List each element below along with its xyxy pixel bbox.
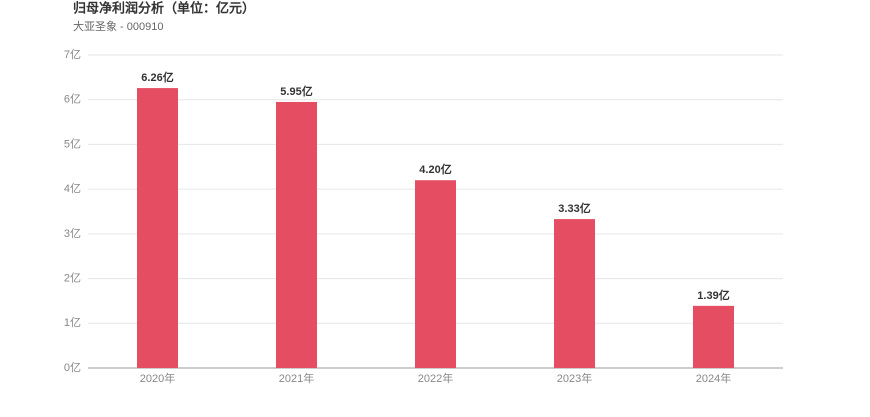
bar: [693, 305, 734, 368]
y-tick-label: 5亿: [64, 137, 81, 150]
chart-subtitle: 大亚圣象 - 000910: [73, 19, 163, 33]
x-tick-label: 2022年: [418, 371, 453, 385]
bar: [276, 101, 317, 368]
x-tick-label: 2021年: [279, 371, 314, 385]
x-tick-label: 2024年: [696, 371, 731, 385]
y-tick-label: 4亿: [64, 182, 81, 195]
value-label: 3.33亿: [558, 201, 590, 215]
y-tick-label: 3亿: [64, 227, 81, 240]
bar: [137, 88, 178, 369]
value-label: 4.20亿: [419, 162, 451, 176]
x-tick-label: 2023年: [557, 371, 592, 385]
y-tick-label: 2亿: [64, 271, 81, 284]
y-tick-label: 0亿: [64, 361, 81, 374]
value-label: 1.39亿: [697, 288, 729, 302]
x-tick-label: 2020年: [140, 371, 175, 385]
y-tick-label: 7亿: [64, 48, 81, 61]
bar: [415, 180, 456, 368]
value-label: 6.26亿: [141, 70, 173, 84]
bar: [554, 219, 595, 368]
y-tick-label: 6亿: [64, 93, 81, 106]
y-tick-label: 1亿: [64, 316, 81, 329]
chart-title: 归母净利润分析（单位：亿元）: [73, 0, 255, 15]
value-label: 5.95亿: [280, 84, 312, 98]
